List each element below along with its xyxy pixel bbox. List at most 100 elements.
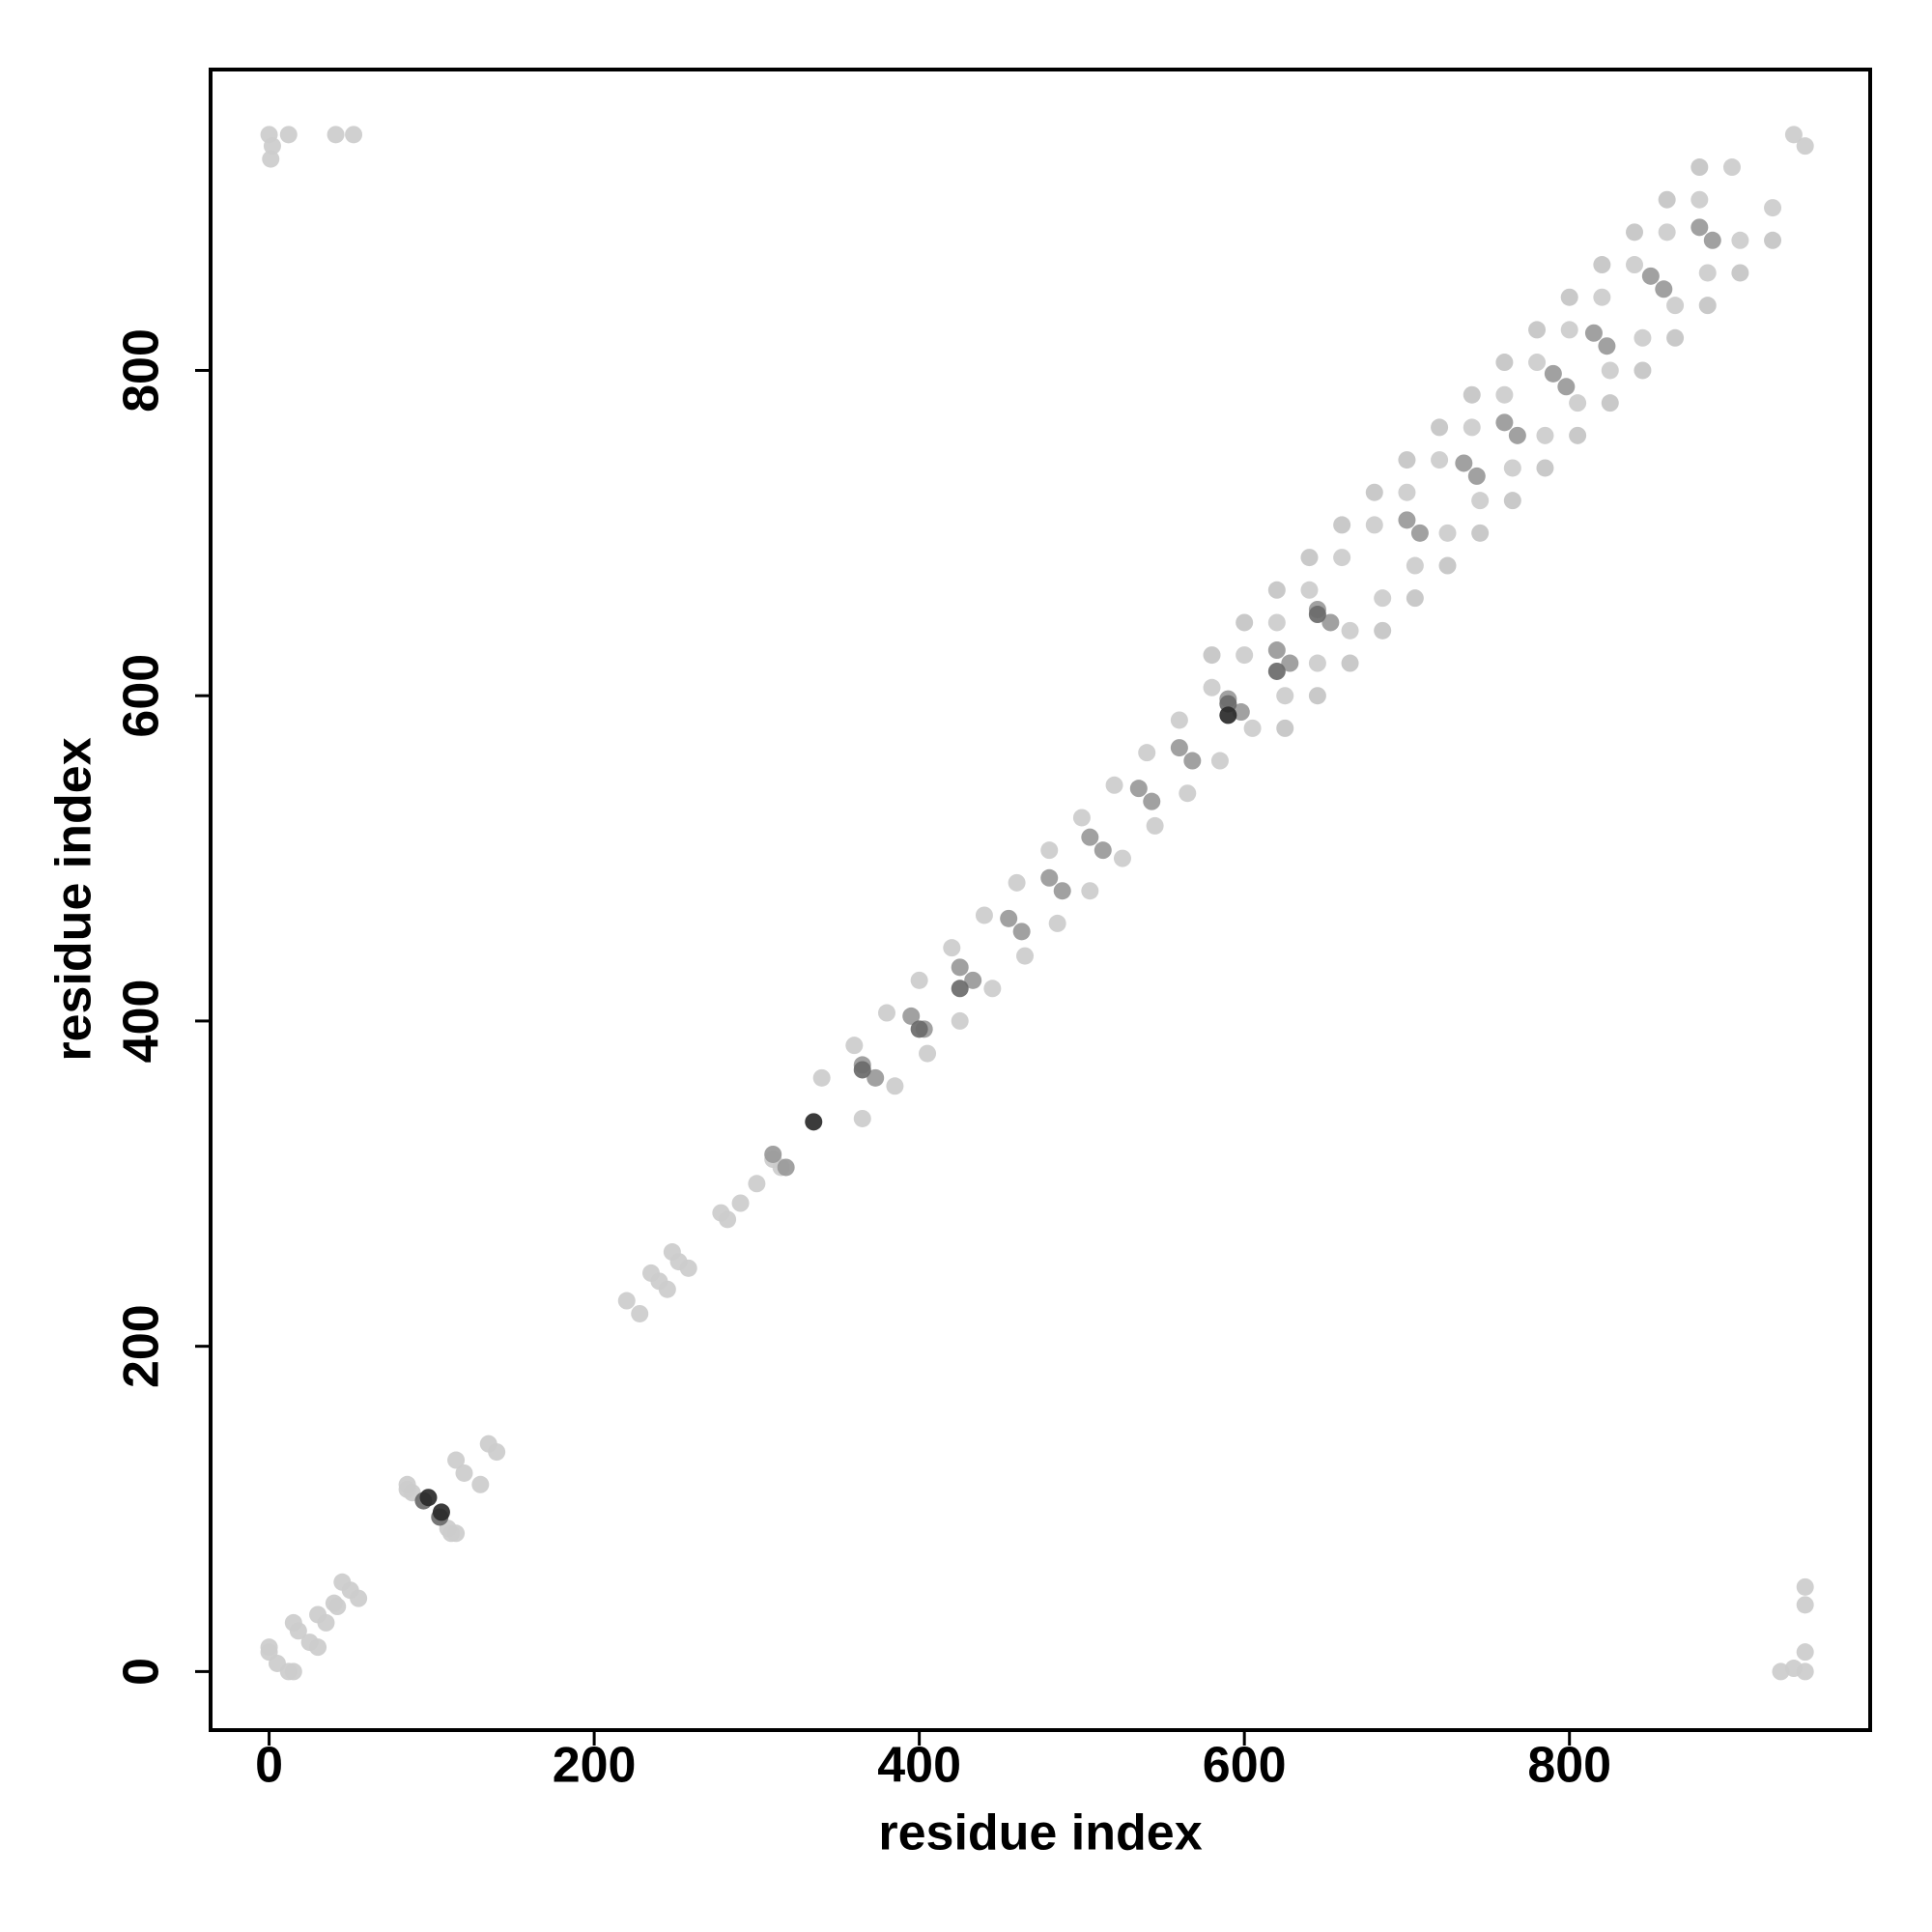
point	[262, 150, 280, 168]
point	[333, 1573, 352, 1591]
point	[447, 1451, 466, 1469]
point	[1784, 126, 1803, 144]
point	[432, 1503, 450, 1521]
point	[260, 1638, 278, 1657]
point	[1796, 1596, 1814, 1614]
point	[867, 1068, 885, 1087]
point	[910, 971, 928, 989]
point	[1601, 361, 1619, 380]
y-tick-label: 800	[114, 328, 170, 412]
point	[1722, 158, 1741, 177]
point	[419, 1489, 438, 1507]
point	[1495, 413, 1514, 432]
point	[853, 1061, 871, 1079]
point	[1267, 641, 1286, 660]
y-tick-label: 400	[114, 980, 170, 1064]
point	[447, 1524, 466, 1543]
point	[284, 1662, 302, 1681]
point	[1503, 459, 1521, 477]
point	[1796, 1643, 1814, 1662]
x-tick-label: 200	[553, 1738, 637, 1794]
point	[284, 1613, 302, 1632]
point	[1374, 621, 1392, 639]
point	[328, 1598, 347, 1616]
point	[1398, 511, 1416, 529]
point	[1495, 385, 1514, 404]
point	[1593, 256, 1611, 274]
point	[1170, 739, 1188, 757]
point	[1146, 816, 1164, 835]
point	[1784, 1660, 1803, 1678]
point	[1406, 556, 1424, 575]
point	[1406, 589, 1424, 608]
point	[845, 1037, 864, 1055]
point	[812, 1068, 831, 1087]
point	[1467, 467, 1486, 485]
y-tick-label: 600	[114, 654, 170, 738]
point	[951, 1011, 969, 1030]
point	[731, 1194, 750, 1212]
point	[1431, 451, 1449, 469]
x-axis-title: residue index	[878, 1805, 1202, 1861]
point	[1601, 394, 1619, 412]
point	[1341, 654, 1359, 672]
point	[1170, 711, 1188, 729]
y-axis-title: residue index	[46, 737, 102, 1061]
point	[1040, 868, 1059, 887]
x-tick-label: 0	[255, 1738, 283, 1794]
point	[1048, 914, 1066, 932]
point	[1508, 426, 1526, 444]
point	[658, 1280, 676, 1298]
point	[1455, 454, 1473, 472]
point	[488, 1443, 506, 1462]
point	[1219, 706, 1237, 724]
point	[1698, 297, 1717, 315]
point	[1267, 613, 1286, 632]
point	[1626, 223, 1644, 242]
point	[1008, 873, 1026, 892]
x-tick-label: 600	[1203, 1738, 1287, 1794]
point	[455, 1463, 473, 1482]
point	[1210, 752, 1229, 770]
point	[1557, 378, 1576, 396]
point	[1232, 703, 1250, 722]
point	[1365, 516, 1383, 534]
point	[1658, 223, 1676, 242]
point	[919, 1044, 937, 1063]
point	[1796, 137, 1814, 156]
point	[1281, 654, 1299, 672]
point	[1772, 1662, 1790, 1681]
point	[1113, 849, 1131, 867]
point	[1528, 354, 1547, 372]
point	[853, 1109, 871, 1127]
point	[1410, 524, 1429, 542]
point	[1641, 267, 1660, 285]
point	[1094, 841, 1112, 860]
point	[1053, 882, 1071, 900]
point	[719, 1210, 737, 1229]
point	[1560, 288, 1578, 306]
point	[279, 126, 298, 144]
y-tick-label: 0	[114, 1658, 170, 1686]
point	[910, 1020, 928, 1038]
point	[748, 1175, 766, 1193]
point	[1179, 784, 1197, 803]
point	[1690, 158, 1709, 177]
point	[1000, 909, 1018, 927]
point	[1438, 524, 1457, 542]
point	[1698, 264, 1717, 282]
point	[268, 1654, 286, 1672]
point	[617, 1292, 636, 1310]
point	[1243, 719, 1262, 737]
point	[1308, 606, 1326, 624]
y-tick-label: 200	[114, 1304, 170, 1388]
point	[1536, 459, 1554, 477]
point	[877, 1004, 895, 1022]
point	[1690, 218, 1709, 237]
point	[1731, 231, 1749, 249]
point	[1503, 492, 1521, 510]
point	[951, 980, 969, 998]
point	[1560, 321, 1578, 339]
point	[1471, 492, 1490, 510]
point	[1333, 516, 1351, 534]
